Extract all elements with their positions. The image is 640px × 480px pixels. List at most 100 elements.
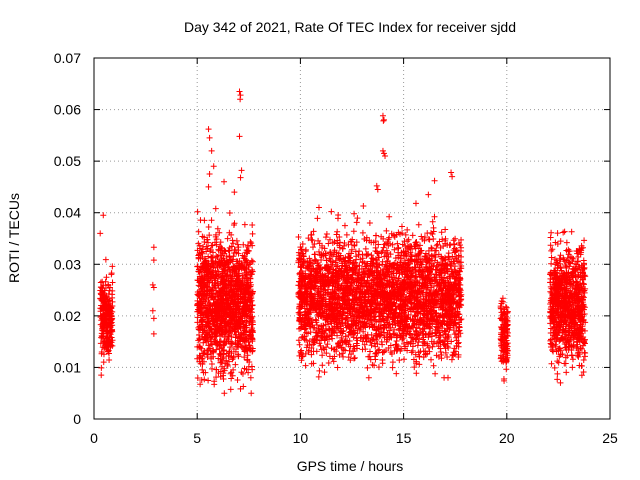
data-point	[220, 376, 227, 383]
data-point	[441, 374, 448, 381]
data-point	[323, 230, 330, 237]
data-point	[429, 343, 436, 350]
data-point	[354, 215, 361, 222]
data-point	[230, 240, 237, 247]
data-point	[101, 338, 108, 345]
data-point	[227, 344, 234, 351]
data-point	[97, 279, 104, 286]
data-point	[107, 284, 114, 291]
data-point	[103, 335, 110, 342]
data-point	[386, 213, 393, 220]
data-point	[389, 359, 396, 366]
data-point	[393, 370, 400, 377]
data-point	[334, 228, 341, 235]
data-point	[107, 343, 114, 350]
data-point	[366, 220, 373, 227]
data-point	[409, 232, 416, 239]
data-point	[197, 344, 204, 351]
data-point	[418, 233, 425, 240]
data-point	[103, 302, 110, 309]
data-point	[452, 235, 459, 242]
data-point	[102, 256, 109, 263]
data-point	[206, 278, 213, 285]
data-point	[206, 232, 213, 239]
data-point	[249, 258, 256, 265]
data-point	[341, 222, 348, 229]
data-point	[318, 256, 325, 263]
data-point	[364, 364, 371, 371]
data-point	[225, 338, 232, 345]
data-point	[205, 377, 212, 384]
data-point	[413, 370, 420, 377]
data-point	[234, 377, 241, 384]
data-point	[209, 365, 216, 372]
data-point	[108, 316, 115, 323]
data-point	[100, 311, 107, 318]
data-point	[106, 338, 113, 345]
data-point	[103, 293, 110, 300]
data-point	[106, 323, 113, 330]
data-point	[353, 219, 360, 226]
data-point	[417, 242, 424, 249]
data-point	[238, 369, 245, 376]
data-point	[226, 325, 233, 332]
data-point	[101, 316, 108, 323]
data-point	[213, 236, 220, 243]
data-point	[214, 225, 221, 232]
data-point	[213, 366, 220, 373]
data-point	[99, 278, 106, 285]
data-point	[334, 364, 341, 371]
data-point	[225, 333, 232, 340]
data-point	[356, 248, 363, 255]
data-point	[217, 239, 224, 246]
data-point	[241, 354, 248, 361]
data-point	[213, 374, 220, 381]
data-point	[339, 350, 346, 357]
data-point	[343, 231, 350, 238]
data-point	[225, 358, 232, 365]
data-point	[237, 325, 244, 332]
data-point	[97, 291, 104, 298]
data-point	[225, 332, 232, 339]
data-point	[209, 268, 216, 275]
data-point	[396, 357, 403, 364]
data-point	[394, 240, 401, 247]
data-point	[199, 355, 206, 362]
data-point	[195, 255, 202, 262]
data-point	[100, 359, 107, 366]
data-point	[372, 313, 379, 320]
data-point	[228, 375, 235, 382]
data-point	[247, 238, 254, 245]
data-point	[232, 361, 239, 368]
data-point	[316, 367, 323, 374]
data-point	[194, 263, 201, 270]
data-point	[196, 352, 203, 359]
data-point	[106, 287, 113, 294]
data-point	[319, 362, 326, 369]
data-point	[230, 366, 237, 373]
data-point	[415, 221, 422, 228]
data-point	[416, 361, 423, 368]
data-point	[211, 381, 218, 388]
data-point	[109, 263, 116, 270]
data-point	[195, 228, 202, 235]
data-point	[444, 354, 451, 361]
data-point	[350, 228, 357, 235]
data-point	[205, 239, 212, 246]
data-point	[201, 376, 208, 383]
data-point	[105, 305, 112, 312]
data-point	[208, 310, 215, 317]
data-point	[229, 258, 236, 265]
data-point	[228, 243, 235, 250]
data-point	[334, 215, 341, 222]
data-point	[295, 337, 302, 344]
data-point	[99, 323, 106, 330]
data-point	[199, 366, 206, 373]
data-points	[97, 88, 589, 397]
data-point	[102, 342, 109, 349]
data-point	[98, 296, 105, 303]
data-point	[372, 244, 379, 251]
data-point	[450, 237, 457, 244]
data-point	[362, 245, 369, 252]
